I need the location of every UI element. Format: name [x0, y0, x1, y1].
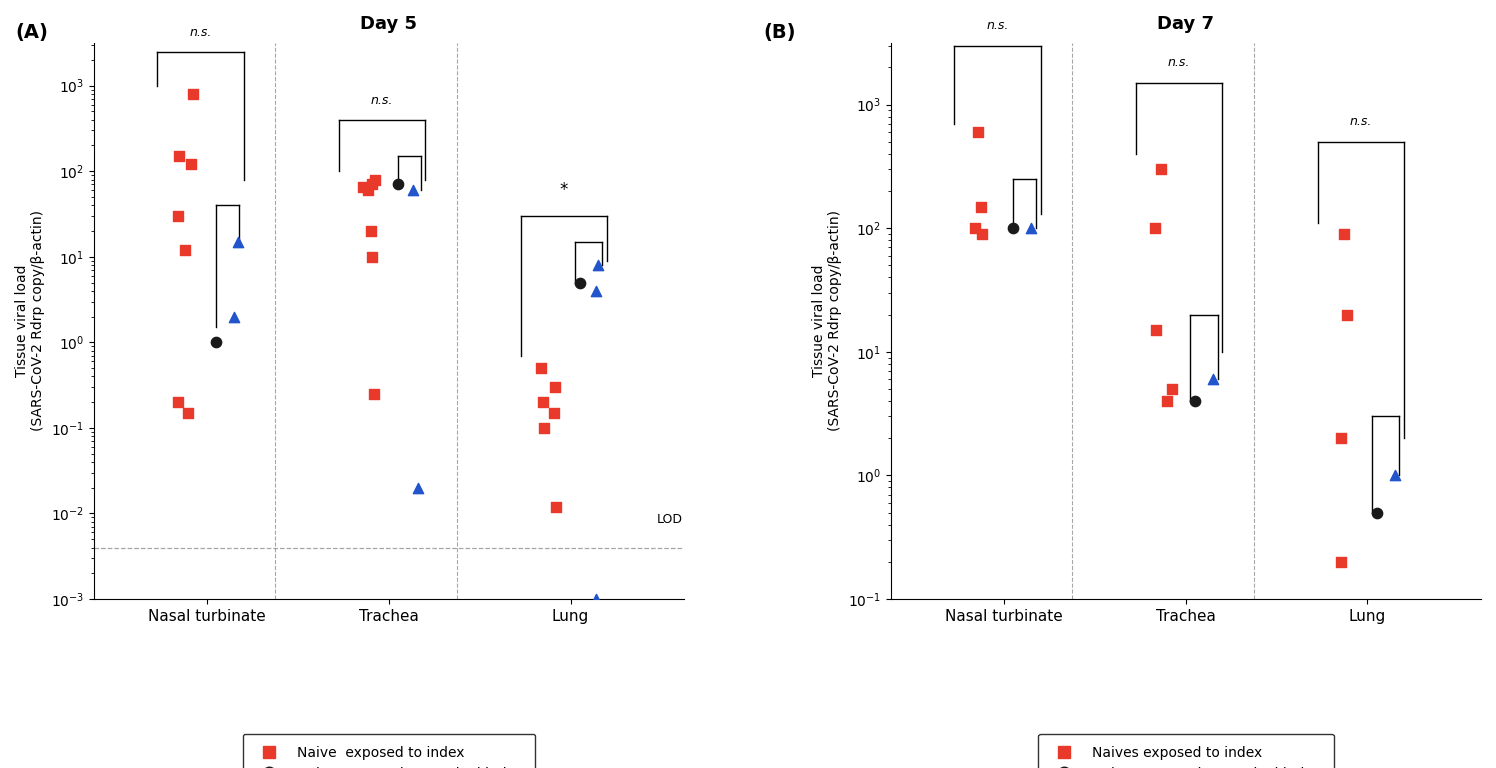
Point — [1382, 469, 1406, 482]
Point — [352, 181, 375, 194]
Y-axis label: Tissue viral load
(SARS-CoV-2 Rdrp copy/β-actin): Tissue viral load (SARS-CoV-2 Rdrp copy/… — [15, 210, 45, 432]
Point — [962, 222, 986, 234]
Point — [166, 210, 190, 222]
Y-axis label: Tissue viral load
(SARS-CoV-2 Rdrp copy/β-actin): Tissue viral load (SARS-CoV-2 Rdrp copy/… — [812, 210, 842, 432]
Point — [401, 184, 425, 197]
Point — [178, 158, 202, 170]
Point — [1183, 395, 1207, 407]
Point — [174, 244, 197, 257]
Point — [585, 285, 609, 297]
Text: (A): (A) — [15, 23, 48, 42]
Title: Day 5: Day 5 — [361, 15, 417, 33]
Point — [1201, 373, 1225, 386]
Point — [1001, 222, 1025, 234]
Point — [969, 200, 993, 213]
Point — [1331, 228, 1355, 240]
Point — [168, 150, 191, 162]
Title: Day 7: Day 7 — [1158, 15, 1215, 33]
Point — [1144, 324, 1168, 336]
Point — [181, 88, 205, 100]
Text: n.s.: n.s. — [1349, 114, 1372, 127]
Legend: Naive  exposed to index, Naive  exposed to masked index, Masked naive exposed to: Naive exposed to index, Naive exposed to… — [242, 733, 536, 768]
Point — [545, 501, 568, 513]
Point — [166, 396, 190, 409]
Point — [543, 381, 567, 393]
Point — [205, 336, 229, 349]
Point — [1336, 309, 1360, 321]
Point — [530, 362, 554, 374]
Text: n.s.: n.s. — [371, 94, 393, 108]
Point — [356, 184, 380, 197]
Point — [1159, 383, 1183, 396]
Point — [965, 126, 989, 138]
Point — [543, 407, 567, 419]
Text: LOD: LOD — [657, 513, 682, 525]
Point — [1149, 163, 1173, 175]
Text: *: * — [560, 180, 568, 198]
Text: n.s.: n.s. — [190, 26, 211, 39]
Point — [1019, 222, 1043, 234]
Point — [1328, 432, 1352, 445]
Text: n.s.: n.s. — [1168, 56, 1191, 69]
Point — [531, 396, 555, 409]
Point — [221, 310, 245, 323]
Point — [226, 236, 250, 248]
Point — [533, 422, 557, 434]
Point — [386, 178, 410, 190]
Point — [362, 388, 386, 400]
Point — [1143, 222, 1167, 234]
Point — [177, 407, 200, 419]
Point — [583, 593, 607, 605]
Text: n.s.: n.s. — [986, 18, 1008, 31]
Point — [361, 250, 384, 263]
Point — [407, 482, 431, 494]
Point — [361, 178, 384, 190]
Legend: Naives exposed to index, Naives exposed to masked index, Masked naive exposed to: Naives exposed to index, Naives exposed … — [1038, 733, 1333, 768]
Point — [1330, 556, 1354, 568]
Point — [567, 276, 591, 289]
Point — [969, 228, 993, 240]
Text: (B): (B) — [763, 23, 796, 42]
Point — [586, 259, 610, 271]
Point — [362, 174, 386, 186]
Point — [1364, 507, 1388, 519]
Point — [1155, 395, 1179, 407]
Point — [359, 225, 383, 237]
